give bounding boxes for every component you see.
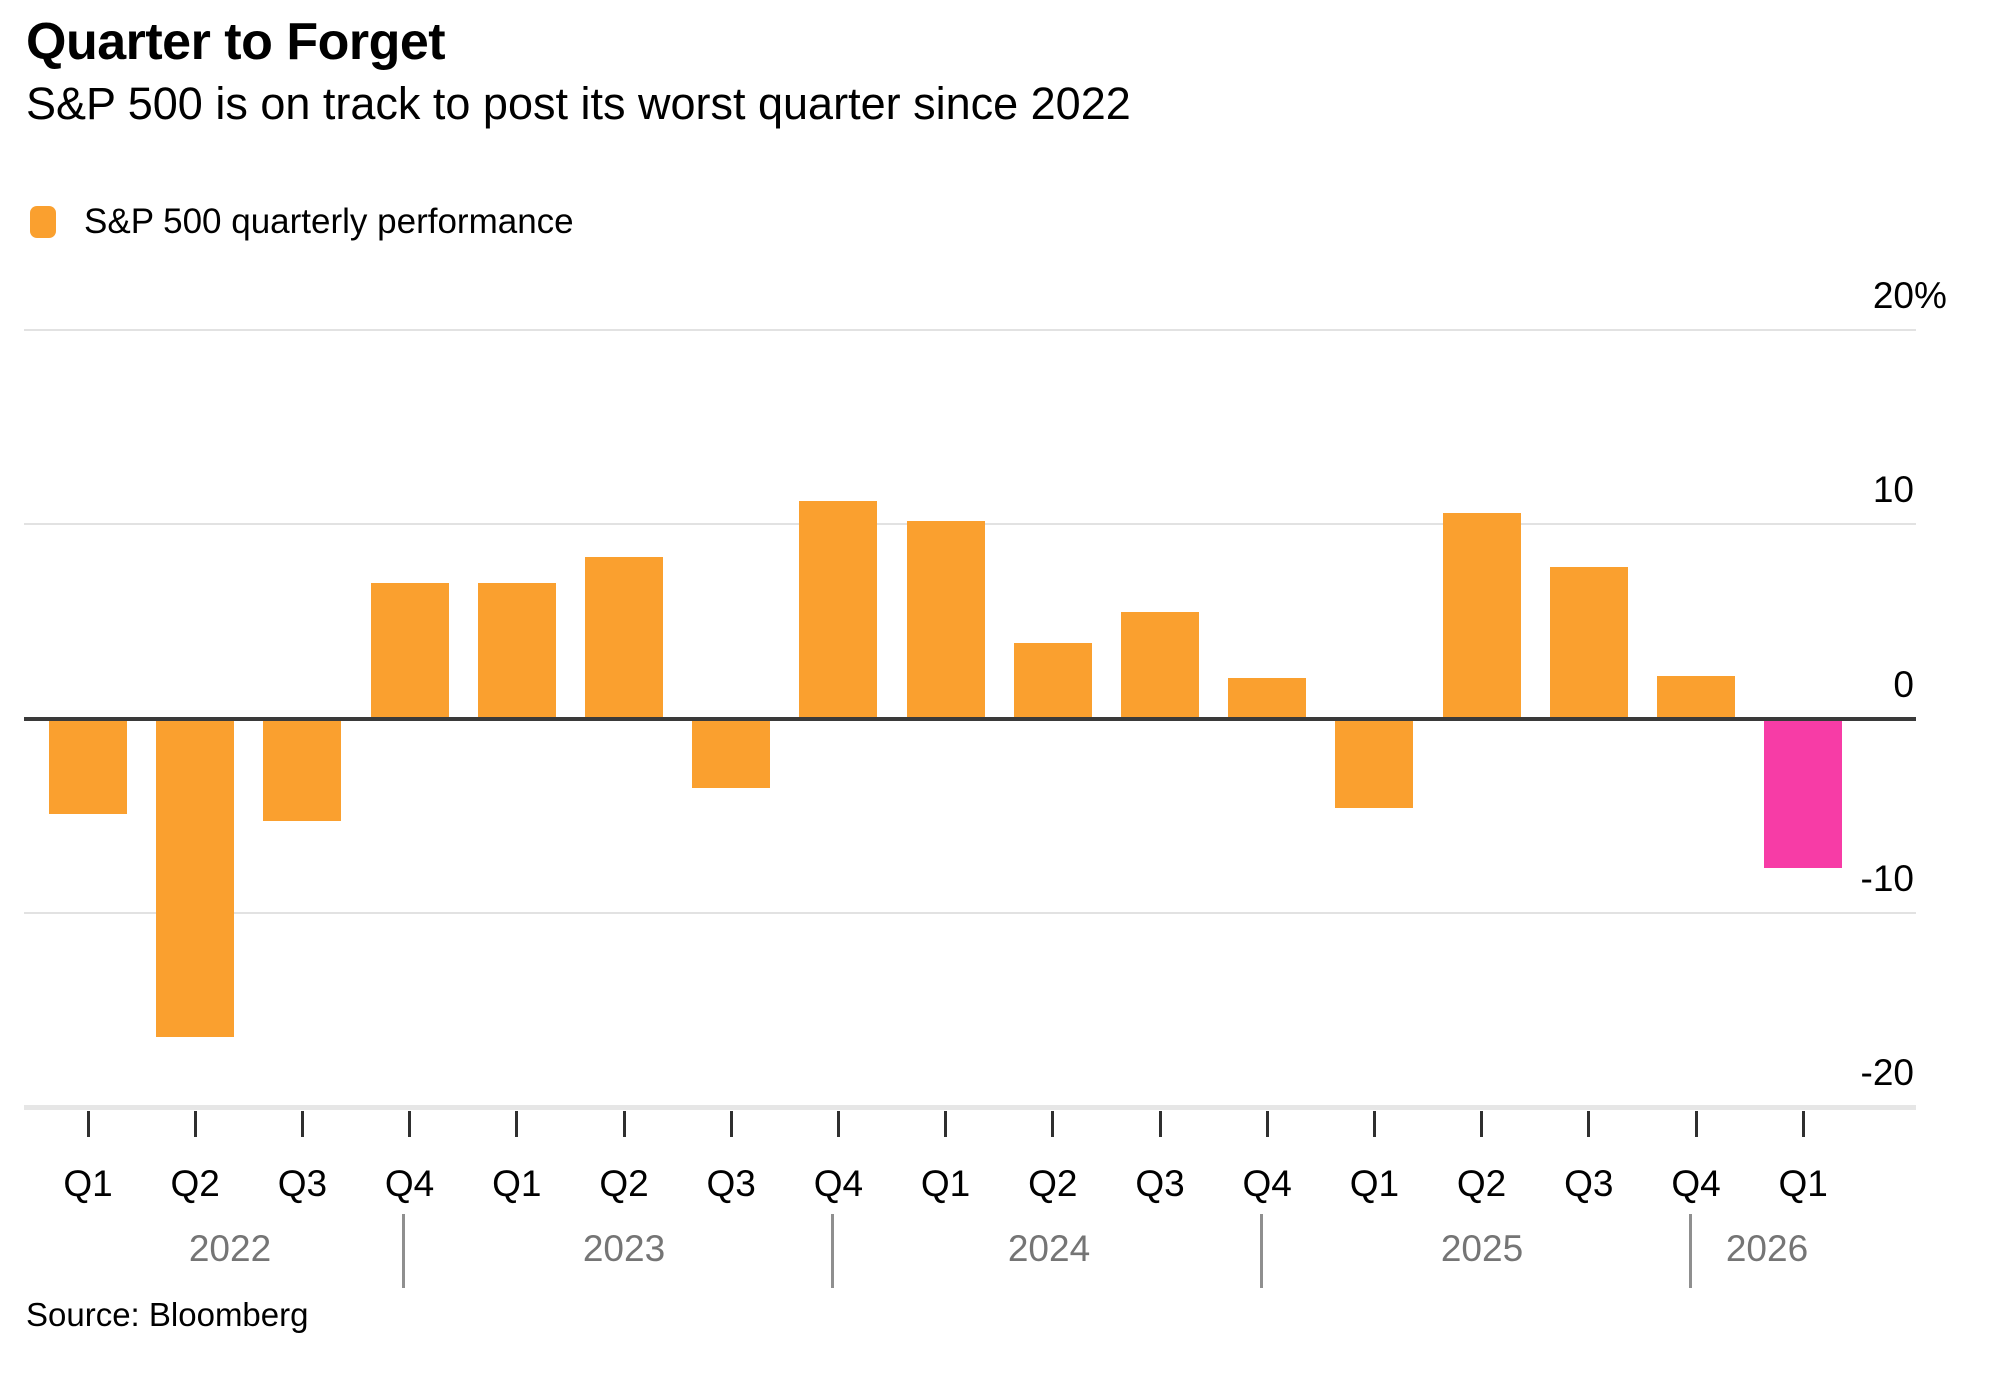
bar-Q1-2024 [906, 520, 985, 719]
bar-Q1-2026 [1764, 718, 1843, 868]
year-separator-2023 [830, 1214, 834, 1288]
source-note: Source: Bloomberg [26, 1296, 309, 1333]
year-separator-2024 [1259, 1214, 1263, 1288]
x-tick-1 [193, 1111, 197, 1137]
x-tick-2 [300, 1111, 304, 1137]
quarter-label-0: Q1 [63, 1163, 113, 1204]
x-tick-6 [729, 1111, 733, 1137]
x-tick-11 [1265, 1111, 1269, 1137]
x-tick-13 [1480, 1111, 1484, 1137]
quarter-label-9: Q2 [1028, 1163, 1078, 1204]
quarter-label-12: Q1 [1349, 1163, 1400, 1204]
bar-Q4-2024 [1228, 677, 1307, 719]
x-tick-0 [86, 1111, 90, 1137]
zero-line [24, 716, 1916, 721]
x-tick-3 [408, 1111, 412, 1137]
year-label-2024: 2024 [1007, 1228, 1091, 1269]
quarter-label-15: Q4 [1671, 1163, 1721, 1204]
quarter-label-13: Q2 [1456, 1163, 1507, 1204]
quarter-label-4: Q1 [492, 1163, 542, 1204]
bar-Q3-2024 [1121, 611, 1199, 719]
bar-Q3-2023 [692, 718, 771, 789]
bar-Q2-2022 [156, 718, 235, 1037]
year-label-2025: 2025 [1440, 1228, 1524, 1269]
quarter-label-14: Q3 [1564, 1163, 1614, 1204]
x-tick-10 [1158, 1111, 1162, 1137]
quarter-label-8: Q1 [920, 1163, 971, 1204]
x-tick-9 [1051, 1111, 1055, 1137]
bar-Q3-2022 [263, 718, 342, 822]
year-separator-2025 [1688, 1214, 1692, 1288]
y-axis-label--20: -20 [1860, 1051, 1914, 1093]
bar-Q1-2023 [477, 582, 556, 719]
bar-Q2-2024 [1013, 642, 1092, 719]
quarter-label-5: Q2 [599, 1163, 649, 1204]
bar-Q1-2022 [49, 718, 127, 814]
x-tick-4 [515, 1111, 519, 1137]
quarter-label-11: Q4 [1242, 1163, 1292, 1204]
gridline-20 [24, 329, 1916, 332]
legend: S&P 500 quarterly performance [30, 202, 574, 242]
x-tick-16 [1801, 1111, 1805, 1137]
x-tick-8 [944, 1111, 948, 1137]
x-axis-line [24, 1104, 1916, 1110]
y-axis-label-10: 10 [1872, 469, 1914, 511]
year-label-2023: 2023 [582, 1228, 666, 1269]
quarter-label-16: Q1 [1778, 1163, 1828, 1204]
year-separator-2022 [402, 1214, 406, 1288]
y-axis-label-20%: 20% [1872, 275, 1947, 317]
quarter-label-10: Q3 [1135, 1163, 1185, 1204]
page-subtitle: S&P 500 is on track to post its worst qu… [26, 78, 1131, 129]
year-label-2026: 2026 [1725, 1228, 1809, 1269]
quarter-label-2: Q3 [277, 1163, 328, 1204]
page-title: Quarter to Forget [26, 13, 446, 71]
bar-Q2-2023 [585, 557, 663, 719]
x-tick-15 [1694, 1111, 1698, 1137]
x-tick-14 [1587, 1111, 1591, 1137]
legend-marker-icon [30, 206, 56, 238]
quarter-label-6: Q3 [706, 1163, 756, 1204]
gridline--10 [24, 911, 1916, 914]
x-tick-7 [836, 1111, 840, 1137]
bar-Q4-2022 [370, 582, 449, 719]
y-axis-label-0: 0 [1893, 663, 1914, 705]
x-tick-5 [622, 1111, 626, 1137]
quarter-label-7: Q4 [813, 1163, 864, 1204]
quarter-label-3: Q4 [384, 1163, 435, 1204]
bar-Q2-2025 [1442, 512, 1521, 719]
x-tick-12 [1372, 1111, 1376, 1137]
bar-Q1-2025 [1335, 718, 1414, 808]
bar-Q3-2025 [1549, 567, 1628, 719]
y-axis-label--10: -10 [1860, 857, 1914, 899]
legend-label: S&P 500 quarterly performance [84, 202, 574, 241]
bar-Q4-2023 [799, 501, 878, 719]
quarter-label-1: Q2 [170, 1163, 220, 1204]
year-label-2022: 2022 [188, 1228, 272, 1269]
bar-Q4-2025 [1657, 675, 1735, 719]
